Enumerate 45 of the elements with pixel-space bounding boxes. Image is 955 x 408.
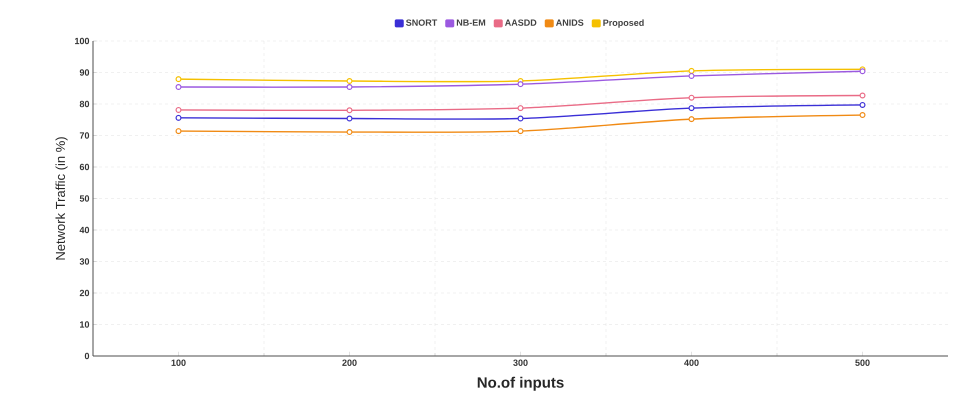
point (688, 68, 695, 74)
point (518, 81, 524, 88)
y-tick-label: 30 (80, 258, 90, 265)
point (346, 78, 353, 84)
point (346, 107, 353, 114)
legend-label: Proposed (603, 19, 644, 28)
point (176, 128, 182, 134)
point (346, 129, 353, 136)
x-tick-label: 200 (342, 360, 357, 366)
point (176, 114, 182, 121)
point (688, 105, 695, 112)
x-tick-label: 400 (684, 360, 699, 366)
legend-label: NB-EM (456, 19, 486, 26)
x-tick-label: 500 (855, 360, 870, 366)
y-tick-label: 60 (80, 164, 90, 170)
y-tick-label: 80 (80, 100, 90, 108)
y-tick-label: 100 (75, 38, 90, 44)
point (860, 112, 866, 118)
legend-label: ANIDS (556, 19, 584, 26)
legend-label: SNORT (406, 19, 438, 26)
point (346, 84, 353, 90)
point (688, 116, 695, 122)
x-tick-label: 100 (172, 360, 186, 366)
point (518, 105, 524, 112)
point (518, 115, 524, 122)
point (860, 102, 866, 108)
y-tick-label: 40 (80, 226, 90, 234)
y-tick-label: 0 (84, 352, 90, 360)
point (688, 72, 695, 79)
point (176, 106, 182, 113)
y-tick-label: 20 (80, 290, 90, 296)
point (176, 76, 182, 82)
y-tick-label: 70 (80, 132, 90, 139)
point (860, 92, 866, 98)
y-tick-label: 90 (80, 69, 90, 76)
x-axis-title: No.of inputs (478, 376, 564, 391)
y-axis-title: Network Traffic (in %) (55, 137, 68, 260)
x-tick-label: 300 (513, 360, 528, 366)
legend-label: AASDD (504, 19, 536, 26)
y-tick-label: 50 (80, 195, 90, 202)
y-tick-label: 10 (80, 321, 90, 328)
point (688, 94, 695, 101)
point (346, 115, 353, 122)
point (518, 128, 524, 134)
point (176, 84, 182, 90)
